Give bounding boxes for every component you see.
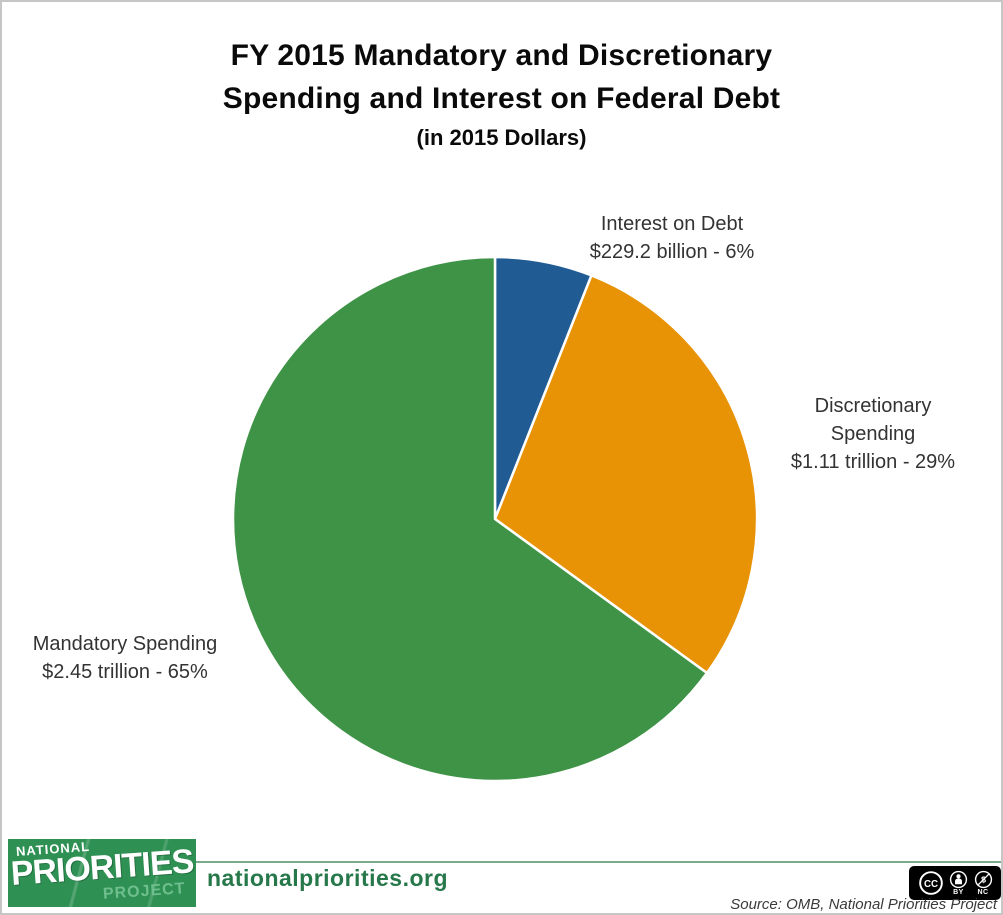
pie-label-mandatory-spending: Mandatory Spending $2.45 trillion - 65% (2, 630, 248, 686)
pie-label-discretionary-spending: Discretionary Spending $1.11 trillion - … (748, 392, 998, 476)
chart-title-line-1: FY 2015 Mandatory and Discretionary (230, 39, 773, 72)
pie-label-mandatory-value: $2.45 trillion - 65% (42, 661, 208, 683)
website-link[interactable]: nationalpriorities.org (207, 865, 449, 891)
cc-term-nc: NC (977, 889, 989, 896)
pie-label-discretionary-name-1: Discretionary (814, 395, 932, 417)
chart-title-line-2: Spending and Interest on Federal Debt (222, 82, 781, 115)
cc-noncommercial-icon: $ NC (974, 870, 993, 896)
pie-label-interest-name: Interest on Debt (600, 213, 744, 235)
pie-slice-discretionary-spending (493, 274, 759, 675)
national-priorities-project-logo[interactable]: NATIONAL PRIORITIES PROJECT (8, 839, 196, 907)
cc-term-by: BY (953, 889, 964, 896)
creative-commons-badge[interactable]: CC BY $ NC (909, 866, 1001, 900)
svg-text:CC: CC (923, 879, 937, 890)
chart-title-block: FY 2015 Mandatory and Discretionary Spen… (2, 34, 1001, 153)
pie-label-discretionary-value: $1.11 trillion - 29% (790, 451, 956, 473)
footer-divider-line (196, 861, 1001, 863)
pie-slice-mandatory-spending (231, 255, 709, 783)
cc-attribution-icon: BY (949, 870, 968, 896)
chart-subtitle: (in 2015 Dollars) (416, 125, 587, 150)
pie-label-interest-value: $229.2 billion - 6% (589, 241, 755, 263)
pie-label-discretionary-name-2: Spending (830, 423, 916, 445)
source-attribution: Source: OMB, National Priorities Project (730, 896, 997, 913)
pie-chart (231, 255, 759, 783)
pie-label-mandatory-name: Mandatory Spending (32, 633, 218, 655)
pie-label-interest-on-debt: Interest on Debt $229.2 billion - 6% (542, 210, 802, 266)
cc-license-icon: CC (918, 870, 944, 896)
